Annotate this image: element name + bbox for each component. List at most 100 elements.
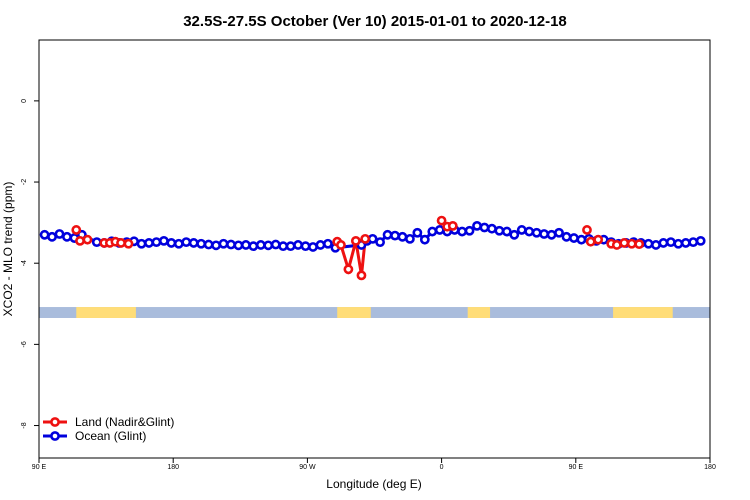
x-tick-label: 180 — [704, 464, 716, 471]
ocean-point — [494, 225, 505, 236]
ocean-point — [166, 238, 177, 248]
ocean-point — [263, 240, 274, 251]
legend-label: Ocean (Glint) — [75, 429, 146, 443]
ocean-point — [248, 241, 259, 252]
ocean-point — [464, 225, 475, 236]
ocean-point — [255, 240, 266, 250]
y-tick-label: -4 — [21, 260, 28, 266]
ocean-point — [382, 229, 393, 240]
x-axis-label: Longitude (deg E) — [326, 477, 421, 491]
land-point — [356, 270, 367, 281]
ocean-point — [509, 229, 520, 240]
land-point — [593, 234, 604, 245]
y-tick-label: 0 — [21, 99, 28, 103]
ocean-point — [188, 238, 199, 248]
land-band-segment — [76, 307, 136, 318]
ocean-point — [673, 238, 684, 249]
ocean-point — [226, 239, 236, 250]
ocean-point — [181, 237, 192, 248]
legend-label: Land (Nadir&Glint) — [75, 415, 174, 429]
ocean-point — [136, 238, 147, 249]
land-point — [447, 220, 458, 231]
legend-marker — [50, 417, 60, 427]
ocean-point — [427, 226, 438, 237]
ocean-point — [569, 233, 579, 243]
ocean-point — [695, 235, 706, 246]
ocean-point — [419, 234, 430, 245]
ocean-point — [405, 233, 415, 244]
ocean-point — [680, 238, 691, 248]
ocean-point — [688, 237, 699, 248]
ocean-point — [479, 222, 490, 233]
land-band-segment — [613, 307, 673, 318]
ocean-point — [665, 237, 676, 248]
ocean-point — [457, 226, 468, 237]
legend: Land (Nadir&Glint)Ocean (Glint) — [43, 415, 174, 443]
ocean-point — [158, 235, 169, 246]
ocean-point — [651, 240, 661, 250]
y-tick-label: -6 — [21, 341, 28, 347]
x-axis: 90 E 180 90 W 0 90 E 180 — [32, 458, 716, 471]
series-layer — [39, 215, 706, 281]
land-band-segment — [337, 307, 371, 318]
ocean-point — [501, 226, 512, 237]
y-axis-label: XCO2 - MLO trend (ppm) — [1, 182, 15, 317]
ocean-point — [412, 227, 423, 238]
ocean-point — [308, 242, 318, 252]
ocean-point — [658, 238, 669, 248]
land-point — [116, 238, 126, 248]
land-point — [343, 264, 354, 275]
land-point — [350, 235, 361, 246]
land-point — [611, 240, 622, 250]
ocean-point — [516, 225, 527, 235]
ocean-point — [144, 238, 154, 248]
ocean-point — [375, 237, 385, 248]
ocean-point — [390, 230, 400, 241]
ocean-point — [367, 233, 378, 244]
x-tick-label: 0 — [440, 464, 444, 471]
land-band-segment — [467, 307, 491, 318]
ocean-point — [561, 231, 572, 242]
x-tick-label: 90 E — [32, 464, 47, 471]
ocean-point — [91, 237, 102, 248]
land-point — [123, 238, 134, 249]
plot-frame — [38, 39, 711, 459]
land-point — [619, 238, 630, 248]
land-point — [585, 236, 596, 247]
ocean-point — [531, 227, 542, 238]
land-point — [436, 215, 447, 226]
ocean-point — [487, 223, 497, 234]
y-axis: 0 -2 -4 -6 -8 — [21, 99, 39, 429]
land-point — [360, 233, 371, 244]
land-point — [336, 240, 346, 250]
ocean-point — [554, 227, 564, 238]
land-point — [75, 235, 85, 246]
land-ocean-band — [39, 307, 710, 318]
ocean-point — [196, 238, 207, 249]
ocean-point — [270, 239, 281, 250]
land-point — [626, 238, 637, 249]
ocean-point — [643, 238, 654, 249]
ocean-point — [397, 231, 408, 242]
chart-title: 32.5S-27.5S October (Ver 10) 2015-01-01 … — [183, 13, 567, 30]
land-point — [82, 234, 93, 245]
land-point — [71, 225, 82, 235]
ocean-point — [151, 237, 162, 248]
ocean-point — [539, 229, 550, 239]
ocean-point — [47, 231, 57, 242]
y-tick-label: -8 — [21, 422, 28, 428]
land-point — [634, 239, 645, 250]
ocean-point — [240, 240, 251, 250]
land-point — [582, 225, 592, 235]
ocean-point — [211, 240, 221, 251]
ocean-point — [203, 239, 214, 250]
ocean-point — [434, 225, 445, 235]
ocean-point — [62, 231, 72, 242]
ocean-point — [576, 234, 587, 245]
x-tick-label: 90 E — [569, 464, 584, 471]
x-tick-label: 90 W — [299, 464, 316, 471]
ocean-point — [233, 240, 244, 251]
x-tick-label: 180 — [167, 464, 179, 471]
ocean-point — [315, 240, 326, 250]
